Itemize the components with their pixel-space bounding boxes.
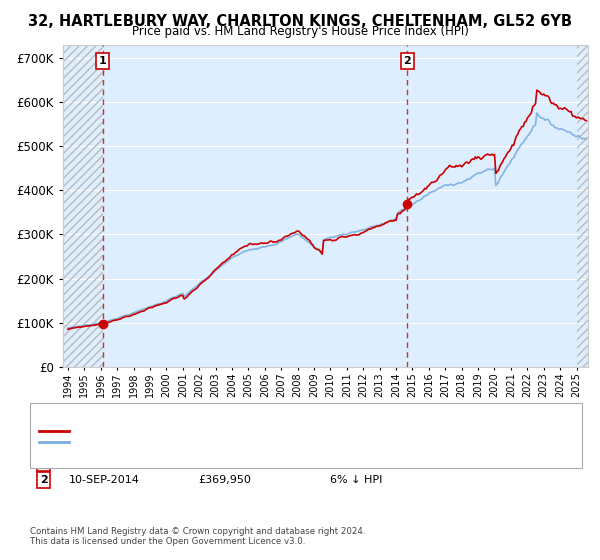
Text: £369,950: £369,950 [198, 475, 251, 485]
Text: 32, HARTLEBURY WAY, CHARLTON KINGS, CHELTENHAM, GL52 6YB: 32, HARTLEBURY WAY, CHARLTON KINGS, CHEL… [28, 14, 572, 29]
Text: 6% ↓ HPI: 6% ↓ HPI [330, 475, 382, 485]
Text: 3% ↓ HPI: 3% ↓ HPI [330, 458, 382, 468]
Text: 2: 2 [403, 56, 411, 66]
Text: 1: 1 [98, 56, 106, 66]
Text: Contains HM Land Registry data © Crown copyright and database right 2024.
This d: Contains HM Land Registry data © Crown c… [30, 526, 365, 546]
Text: 32, HARTLEBURY WAY, CHARLTON KINGS, CHELTENHAM, GL52 6YB (detached house): 32, HARTLEBURY WAY, CHARLTON KINGS, CHEL… [75, 426, 514, 436]
Text: 10-SEP-2014: 10-SEP-2014 [69, 475, 140, 485]
Text: 09-FEB-1996: 09-FEB-1996 [69, 458, 140, 468]
Text: HPI: Average price, detached house, Cheltenham: HPI: Average price, detached house, Chel… [75, 437, 331, 447]
Text: £97,000: £97,000 [198, 458, 244, 468]
Text: Price paid vs. HM Land Registry's House Price Index (HPI): Price paid vs. HM Land Registry's House … [131, 25, 469, 38]
Text: 1: 1 [40, 458, 47, 468]
Text: 2: 2 [40, 475, 47, 485]
